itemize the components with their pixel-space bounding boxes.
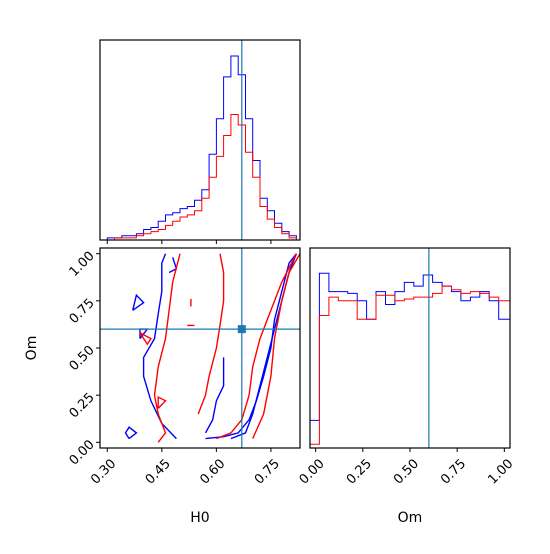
- om-y-tick-label: 0.75: [67, 296, 98, 327]
- contour-red-9: [216, 253, 298, 440]
- contour-blue-5: [124, 426, 138, 440]
- h0-hist-blue: [100, 55, 300, 241]
- om-tick-label: 0.50: [391, 456, 422, 487]
- contour-blue-3: [204, 357, 225, 434]
- contour-blue-6: [132, 293, 145, 311]
- panel-h0-om-contours: 0.30 0.45 0.60 0.75 0.00 0.25 0.50 0.75 1.00: [67, 247, 301, 488]
- x-axis-label-om: Om: [398, 510, 423, 526]
- h0-hist-frame: [99, 39, 301, 241]
- om-hist-red: [309, 285, 511, 448]
- om-tick-label: 0.75: [438, 456, 469, 487]
- om-y-tick-label: 0.25: [67, 390, 98, 421]
- om-y-tick-label: 1.00: [67, 249, 98, 280]
- contour-blue-0: [205, 253, 297, 440]
- contour-red-11: [197, 253, 225, 415]
- om-y-tick-label: 0.00: [67, 437, 98, 468]
- contour-blue-2: [142, 253, 177, 440]
- h0-tick-label: 0.75: [252, 456, 283, 487]
- om-hist-blue: [309, 272, 511, 448]
- x-axis-label-h0: H0: [190, 510, 209, 526]
- contour-red-8: [153, 253, 181, 443]
- h0-tick-label: 0.60: [197, 456, 228, 487]
- contour-red-13: [157, 395, 167, 409]
- contour-red-10: [252, 253, 300, 439]
- h0-hist-red: [100, 114, 300, 241]
- om-tick-label: 1.00: [485, 456, 516, 487]
- h0-tick-label: 0.45: [143, 456, 174, 487]
- om-tick-label: 0.25: [344, 456, 375, 487]
- contour-group: [124, 253, 300, 443]
- panel-om-histogram: 0.00 0.25 0.50 0.75 1.00: [297, 247, 516, 488]
- om-hist-frame: [309, 247, 511, 449]
- h0-tick-label: 0.30: [88, 456, 119, 487]
- truth-marker: [237, 325, 246, 334]
- om-tick-label: 0.00: [297, 456, 328, 487]
- panel-h0-histogram: [99, 39, 301, 244]
- y-axis-label-om: Om: [24, 336, 40, 361]
- om-y-tick-label: 0.50: [67, 343, 98, 374]
- contour-red-12: [139, 332, 152, 346]
